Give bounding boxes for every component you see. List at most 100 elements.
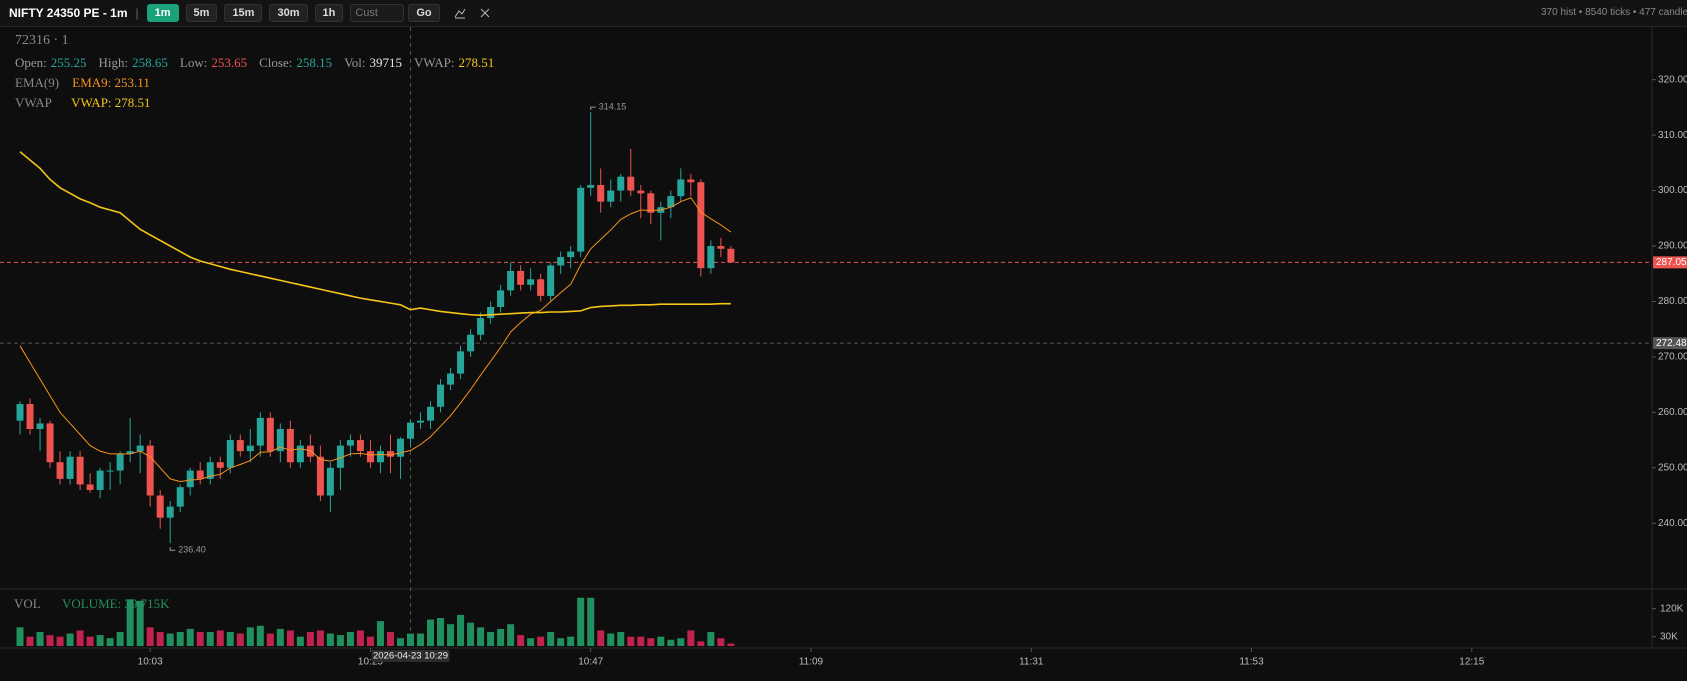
candle-body: [537, 279, 545, 296]
volume-bar: [306, 632, 314, 646]
volume-bar: [707, 632, 715, 646]
volume-bar: [356, 630, 364, 646]
timeframe-button[interactable]: 1h: [314, 4, 344, 22]
volume-bar: [507, 624, 515, 646]
volume-bar: [487, 632, 495, 646]
volume-bar: [346, 632, 354, 646]
timeframe-button[interactable]: 30m: [269, 4, 308, 22]
candle-body: [697, 182, 705, 269]
x-tick-label: 11:53: [1239, 657, 1264, 668]
volume-bar: [437, 618, 445, 646]
volume-bar: [216, 630, 224, 646]
volume-bar: [447, 624, 455, 646]
go-button[interactable]: Go: [408, 4, 440, 22]
candle-body: [206, 462, 214, 479]
legend-label: VWAP:: [414, 55, 455, 70]
stats: 370 hist • 8540 ticks • 477 candles: [1541, 7, 1687, 18]
timeframe-button[interactable]: 1m: [146, 4, 179, 22]
candle-body: [346, 440, 354, 446]
candle-body: [196, 470, 204, 479]
volume-bar: [547, 632, 555, 646]
timeframe-button[interactable]: 5m: [185, 4, 218, 22]
volume-bar: [517, 635, 525, 646]
candle-body: [717, 246, 725, 249]
indicator-line: [19, 151, 731, 317]
legend-label: Low:: [179, 55, 208, 70]
volume-bar: [46, 635, 54, 646]
volume-bar: [96, 635, 104, 646]
x-tick-label: 10:03: [138, 657, 163, 668]
timeframe-button[interactable]: 15m: [224, 4, 263, 22]
volume-bar: [527, 638, 535, 646]
volume-bar: [86, 636, 94, 646]
volume-bar: [206, 632, 214, 646]
volume-bar: [36, 632, 44, 646]
candle-body: [567, 251, 575, 258]
volume-bar: [226, 632, 234, 646]
candle-body: [577, 187, 585, 252]
volume-bar: [677, 638, 685, 646]
symbol-title: NIFTY 24350 PE - 1m: [9, 6, 128, 20]
indicator-line: [19, 197, 732, 483]
separator: |: [135, 6, 139, 20]
candle-body: [647, 193, 655, 213]
candle-body: [627, 176, 635, 191]
legend-value: 39715: [369, 55, 403, 70]
candle-body: [587, 185, 595, 188]
volume-bar: [637, 636, 645, 646]
candle-body: [617, 176, 625, 191]
timeframe-group: 1m 5m 15m 30m 1h: [146, 4, 344, 22]
candle-body: [607, 190, 615, 202]
volume-bar: [146, 627, 154, 646]
volume-bar: [667, 639, 675, 646]
volume-tick-label: 120K: [1660, 603, 1684, 614]
y-tick-label: 250.00: [1658, 462, 1687, 473]
volume-bar: [76, 630, 84, 646]
volume-bar: [176, 632, 184, 646]
volume-bar: [697, 641, 705, 646]
volume-title: VOL: [14, 596, 41, 611]
price-line-label-box: [1653, 256, 1687, 269]
volume-bar: [477, 627, 485, 646]
candle-body: [457, 351, 465, 374]
y-tick-label: 260.00: [1658, 407, 1687, 418]
volume-bar: [136, 600, 144, 646]
candle-body: [547, 265, 555, 296]
candle-body: [356, 440, 364, 452]
volume-bar: [116, 632, 124, 646]
close-icon[interactable]: [480, 8, 490, 18]
candle-body: [597, 185, 605, 202]
volume-bar: [336, 635, 344, 646]
candle-body: [497, 290, 505, 307]
chart-type-icon[interactable]: [454, 7, 466, 19]
candle-body: [286, 428, 294, 463]
y-tick-label: 280.00: [1658, 296, 1687, 307]
x-tick-label: 12:15: [1459, 657, 1484, 668]
candle-body: [437, 384, 445, 407]
y-tick-label: 300.00: [1658, 185, 1687, 196]
volume-bar: [126, 599, 134, 646]
candle-body: [226, 440, 234, 468]
volume-bar: [16, 627, 24, 646]
candle-body: [216, 462, 224, 468]
volume-bar: [647, 638, 655, 646]
volume-bar: [587, 597, 595, 646]
legend-series-name: VWAP: [15, 95, 52, 110]
volume-bar: [467, 622, 475, 646]
candle-body: [146, 445, 154, 496]
volume-bar: [427, 619, 435, 646]
legend-vwap-value: VWAP: 278.51: [71, 95, 151, 110]
legend-ema-row: EMA(9) EMA9: 253.11: [15, 75, 154, 91]
candle-body: [166, 506, 174, 518]
custom-input[interactable]: Cust: [350, 4, 405, 22]
candle-body: [366, 451, 374, 463]
volume-bar: [617, 632, 625, 646]
candle-body: [276, 428, 284, 452]
x-tick-label: 11:31: [1019, 657, 1044, 668]
candle-body: [477, 318, 485, 335]
legend-id: 72316 · 1: [15, 33, 69, 48]
volume-bar: [166, 633, 174, 646]
annotation-marker: [169, 547, 176, 551]
